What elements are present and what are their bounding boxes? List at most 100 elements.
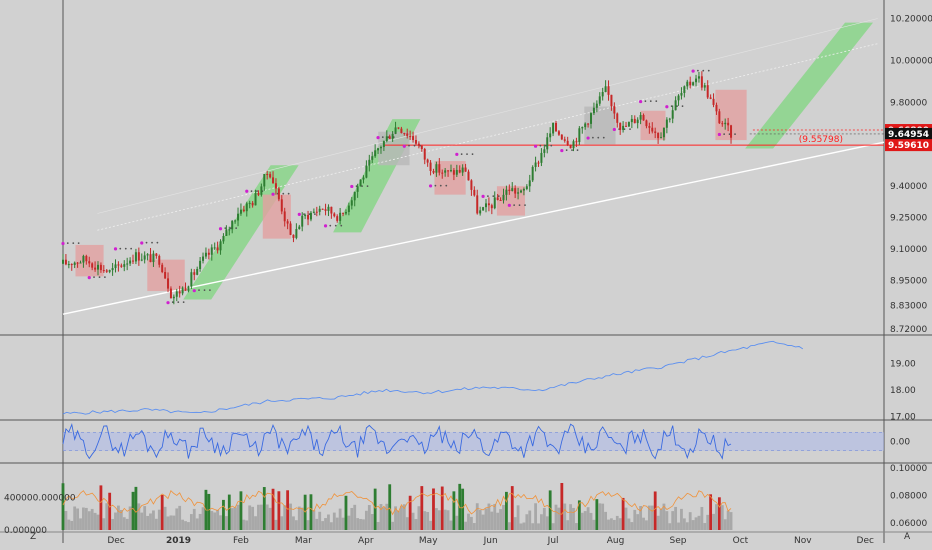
candle-body	[374, 150, 377, 157]
candle-body	[62, 259, 64, 264]
volume-bar	[210, 511, 214, 530]
volume-bar	[79, 518, 82, 530]
candle-body	[677, 95, 680, 101]
pivot-dots: • • •	[486, 193, 500, 200]
candle-body	[543, 149, 546, 153]
pivot-dots: • • •	[66, 240, 80, 247]
volume-bar	[364, 510, 368, 530]
candle-body	[712, 98, 715, 105]
candle-body	[487, 203, 490, 206]
volume-bar	[493, 503, 497, 530]
price-panel[interactable]: • • • • • • • • • • • • • • • • • • • • • • • •…	[61, 18, 885, 315]
candle-body	[467, 171, 470, 181]
volume-bar	[192, 508, 196, 530]
indicator-panel[interactable]	[62, 340, 804, 415]
candle-body	[225, 229, 228, 236]
auto-scale-button[interactable]: A	[904, 532, 911, 542]
candle-body	[88, 261, 91, 264]
volume-bar	[560, 483, 564, 530]
price-tick-label: 9.25000	[890, 214, 927, 224]
volume-bar	[195, 518, 199, 530]
volume-panel[interactable]	[61, 483, 733, 530]
volume-bar	[134, 486, 138, 530]
candle-body	[394, 127, 397, 134]
oscillator-band	[63, 432, 884, 451]
timezone-toggle-button[interactable]: Z	[30, 532, 37, 542]
volume-bar	[720, 505, 724, 530]
volume-bar	[312, 510, 316, 530]
candle-body	[377, 148, 380, 151]
volume-bar	[472, 523, 476, 530]
volume-bar	[329, 522, 333, 530]
volume-bar	[522, 522, 526, 530]
candle-body	[630, 118, 633, 123]
volume-bar	[222, 499, 225, 530]
oscillator-line[interactable]	[62, 423, 732, 460]
volume-bar	[248, 505, 252, 530]
volume-bar	[470, 516, 473, 530]
volume-bar	[709, 494, 713, 530]
pivot-marker	[297, 212, 301, 217]
volume-bar	[580, 512, 584, 530]
volume-bar	[224, 516, 228, 530]
volume-bar	[519, 523, 523, 530]
volume-bar	[464, 521, 467, 530]
volume-bar	[642, 517, 645, 530]
volume-bar	[575, 523, 578, 530]
candle-body	[85, 255, 88, 262]
candle-body	[709, 97, 712, 99]
candle-body	[452, 170, 455, 175]
candle-body	[496, 197, 499, 200]
candle-body	[257, 193, 260, 195]
candle-body	[327, 206, 330, 211]
volume-bar	[542, 507, 546, 530]
volume-bar	[292, 516, 295, 530]
volume-bar	[665, 511, 669, 530]
indicator-line[interactable]	[62, 340, 804, 415]
volume-bar	[554, 504, 558, 530]
candle-body	[216, 247, 219, 251]
candle-body	[164, 272, 167, 279]
indicator-tick-label: 19.00	[890, 359, 916, 369]
volume-bar	[90, 508, 94, 530]
pivot-marker	[717, 132, 721, 137]
volume-average-line[interactable]	[62, 489, 732, 516]
pivot-dots: • • •	[92, 275, 106, 282]
volume-bar	[551, 523, 555, 530]
volume-bar	[347, 515, 351, 530]
candle-body	[525, 186, 528, 189]
candle-body	[277, 188, 280, 200]
upper-trendline[interactable]	[97, 43, 878, 231]
candle-body	[700, 76, 703, 88]
candle-body	[301, 215, 304, 227]
last-price-tag-background	[885, 127, 932, 140]
support-trendline[interactable]	[62, 141, 885, 315]
volume-bar	[598, 503, 602, 530]
candle-body	[169, 288, 172, 299]
candle-body	[105, 270, 108, 272]
candle-body	[595, 103, 598, 108]
pivot-dots: • • •	[171, 300, 185, 307]
candle-body	[578, 128, 581, 143]
volume-bar	[306, 520, 310, 530]
volume-bar	[367, 505, 371, 530]
candle-body	[671, 110, 674, 119]
volume-bar	[583, 511, 587, 530]
volume-bar	[373, 488, 377, 530]
volume-bar	[414, 519, 418, 530]
volume-bar	[84, 507, 88, 530]
candle-body	[251, 202, 254, 206]
volume-bar	[423, 511, 427, 530]
oscillator-panel[interactable]	[62, 423, 884, 460]
volume-bar	[586, 507, 590, 530]
time-tick-label: Jun	[483, 536, 498, 546]
upper-trendline-outer[interactable]	[97, 18, 878, 214]
candle-body	[560, 134, 563, 140]
volume-bar	[601, 503, 605, 530]
volume-bar	[656, 515, 660, 530]
volume-bar	[516, 505, 520, 530]
candle-body	[260, 186, 263, 195]
volume-bar	[426, 512, 430, 530]
volume-bar	[70, 520, 74, 530]
